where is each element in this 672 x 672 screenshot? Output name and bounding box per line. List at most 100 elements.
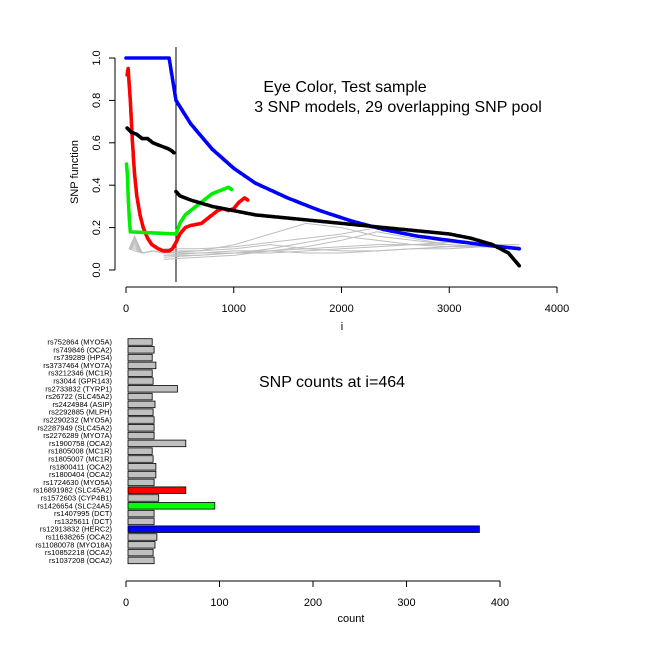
bar-label: rs1805008 (MC1R) <box>48 447 112 456</box>
bar <box>127 541 156 549</box>
snp-counts-plot: rs752864 (MYO5A)rs749846 (OCA2)rs739289 … <box>33 338 509 626</box>
bottom-x-ticks: 0 100 200 300 400 <box>123 581 509 609</box>
bottom-x-label: count <box>338 613 365 625</box>
bar-label: rs2733832 (TYRP1) <box>45 384 112 393</box>
top-x-tick-label: 0 <box>123 303 129 315</box>
bar <box>127 400 156 409</box>
bar <box>127 346 155 354</box>
bottom-x-tick-label: 0 <box>123 597 129 609</box>
bar-label: rs2424984 (ASIP) <box>52 400 112 409</box>
bar <box>127 502 216 510</box>
bar <box>127 486 187 494</box>
gray-curve-7 <box>163 231 520 256</box>
snp-function-plot: 0 1000 2000 3000 4000 0.0 0.2 0.4 0.6 0.8 1.0 Eye… <box>69 47 569 333</box>
bar-label: rs1800411 (OCA2) <box>50 462 113 471</box>
bar-label: rs1800404 (OCA2) <box>49 470 112 479</box>
bar <box>127 470 157 479</box>
bar <box>127 408 154 416</box>
bar-label: rs2276289 (MYO7A) <box>43 431 112 440</box>
bar <box>127 556 155 565</box>
bar <box>127 392 153 401</box>
bar <box>127 548 154 557</box>
bar <box>127 463 157 471</box>
top-x-label: i <box>341 321 343 333</box>
bar-label: rs26722 (SLC45A2) <box>46 392 113 401</box>
series-3 <box>125 126 522 268</box>
bar <box>127 416 155 424</box>
point <box>245 198 250 202</box>
gray-curve-2 <box>163 244 520 252</box>
bar-label: rs11080078 (MYO18A) <box>35 540 112 549</box>
bar-label: rs1426654 (SLC24A5) <box>37 501 112 510</box>
bar-label: rs752864 (MYO5A) <box>47 338 112 347</box>
bar <box>127 509 155 518</box>
bar-label: rs2287949 (SLC45A2) <box>37 423 112 432</box>
bar-label: rs16891982 (SLC45A2) <box>33 486 112 495</box>
series-group <box>124 56 522 268</box>
top-y-tick-label: 0.8 <box>91 93 103 108</box>
bottom-x-tick-label: 300 <box>397 597 415 609</box>
bar <box>127 353 153 362</box>
bar-label: rs11638265 (OCA2) <box>45 533 112 542</box>
bar <box>127 369 153 377</box>
bar-label: rs749846 (OCA2) <box>53 345 112 354</box>
bar-label: rs1724630 (MYO5A) <box>43 478 112 487</box>
point <box>229 187 234 192</box>
bar <box>127 338 153 346</box>
top-x-tick-label: 1000 <box>222 303 246 315</box>
bar <box>127 494 160 502</box>
bar-label: rs12913832 (HERC2) <box>40 525 113 534</box>
bar <box>127 478 155 487</box>
bar-label: rs1325611 (DCT) <box>55 517 113 526</box>
top-x-ticks: 0 1000 2000 3000 4000 <box>123 287 569 315</box>
gray-curve-0 <box>163 244 520 254</box>
bar <box>127 533 158 541</box>
bar-labels-group: rs752864 (MYO5A)rs749846 (OCA2)rs739289 … <box>33 338 112 565</box>
bar-label: rs1900758 (OCA2) <box>49 439 112 448</box>
series-1 <box>125 66 250 253</box>
top-y-tick-label: 0.0 <box>91 262 103 277</box>
top-x-tick-label: 4000 <box>545 303 569 315</box>
bar-label: rs3737464 (MYO7A) <box>43 361 112 370</box>
point <box>517 247 522 251</box>
bottom-title: SNP counts at i=464 <box>259 374 405 391</box>
bar-label: rs1037208 (OCA2) <box>49 556 112 565</box>
top-y-tick-label: 0.6 <box>91 135 103 150</box>
bar-label: rs10852218 (OCA2) <box>45 548 113 557</box>
bar <box>127 385 178 393</box>
series-0 <box>124 56 522 251</box>
bottom-x-tick-label: 200 <box>304 597 322 609</box>
bottom-x-tick-label: 400 <box>491 597 509 609</box>
top-y-label: SNP function <box>69 140 81 204</box>
bar-label: rs1407995 (DCT) <box>54 509 112 518</box>
bar-label: rs1805007 (MC1R) <box>48 455 112 464</box>
bar-label: rs3212346 (MC1R) <box>48 369 112 378</box>
bar-label: rs739289 (HPS4) <box>54 353 112 362</box>
bar <box>127 424 155 432</box>
top-x-tick-label: 3000 <box>437 303 461 315</box>
bar <box>127 517 155 526</box>
top-y-ticks: 0.0 0.2 0.4 0.6 0.8 1.0 <box>91 50 115 278</box>
bar-label: rs1572603 (CYP4B1) <box>41 494 113 503</box>
bar-label: rs2292885 (MLPH) <box>49 408 113 417</box>
gray-early-curve-7 <box>128 234 164 254</box>
bar-label: rs2290232 (MYO5A) <box>43 416 112 425</box>
bar <box>127 361 157 370</box>
bars-group <box>127 338 480 565</box>
bar <box>127 455 154 463</box>
top-y-tick-label: 0.2 <box>91 220 103 235</box>
bar <box>127 439 187 448</box>
point <box>172 150 176 155</box>
top-title: Eye Color, Test sample <box>263 79 426 96</box>
top-x-tick-label: 2000 <box>329 303 353 315</box>
bar <box>127 447 153 455</box>
bar <box>127 377 154 385</box>
bar <box>127 525 480 533</box>
bar <box>127 431 155 440</box>
bottom-x-tick-label: 100 <box>210 597 228 609</box>
top-subtitle: 3 SNP models, 29 overlapping SNP pool <box>254 99 542 116</box>
top-y-tick-label: 0.4 <box>91 178 103 193</box>
bar-label: rs3044 (GPR143) <box>53 377 112 386</box>
top-y-tick-label: 1.0 <box>91 50 103 65</box>
